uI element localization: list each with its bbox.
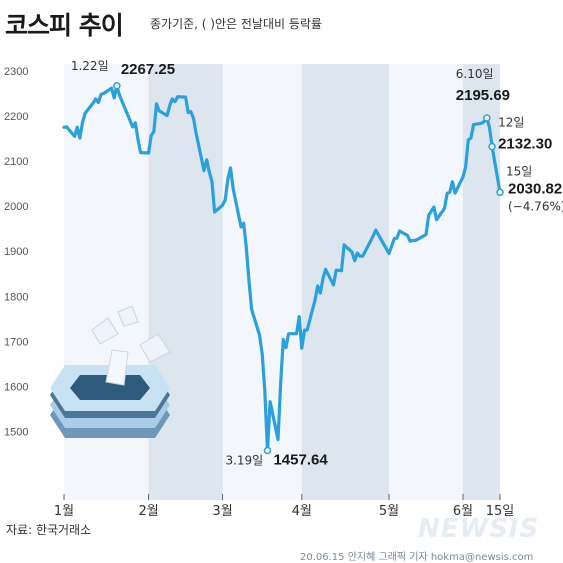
y-tick-label: 1600 [4, 381, 28, 393]
annotation-marker [496, 188, 504, 197]
chart-title: 코스피 추이 [5, 11, 124, 40]
kospi-series-line [62, 84, 502, 453]
x-tick-label: 5월 [379, 504, 399, 519]
month-band [148, 64, 223, 500]
x-tick-label: 6월 [453, 504, 473, 519]
x-axis: 1월 2월 3월 4월 5월 6월 15일 [54, 494, 514, 519]
credit-label: 20.06.15 안지혜 그래픽 기자 hokma@newsis.com [300, 552, 534, 563]
source-label: 자료: 한국거래소 [6, 523, 92, 537]
annotation-marker [483, 114, 491, 122]
y-tick-label: 1500 [4, 426, 28, 438]
annotation-change: (−4.76%) [508, 199, 563, 213]
annotation-value: 2267.25 [121, 61, 175, 78]
y-tick-label: 1900 [4, 246, 28, 258]
series-group [62, 84, 502, 453]
annotation-date: 12일 [498, 116, 524, 130]
month-bands [64, 64, 500, 500]
newsis-watermark: NEWSIS [418, 514, 540, 544]
x-tick-label: 3월 [212, 504, 232, 519]
x-tick-label: 4월 [292, 504, 312, 519]
y-tick-label: 2200 [4, 111, 28, 123]
annotation-marker [113, 82, 121, 90]
title-bar: 코스피 추이 종가기준, ( )안은 전날대비 등락률 [0, 0, 563, 46]
annotation-date: 3.19일 [225, 454, 263, 468]
annotation-marker [488, 142, 496, 151]
y-tick-label: 1800 [4, 291, 28, 303]
month-band [463, 64, 500, 500]
month-band [389, 64, 464, 500]
month-band [301, 64, 390, 500]
x-tick-label: 2월 [138, 504, 158, 519]
annotation-value: 2195.69 [456, 87, 510, 104]
annotations: 1.22일 2267.25 3.19일 1457.64 6.10일 2195.69 12일 2… [71, 59, 563, 469]
y-axis: 1500 1600 1700 1800 1900 2000 2100 2200 2300 [4, 66, 28, 438]
annotation-marker [263, 446, 272, 455]
annotation-value: 2030.82 [508, 180, 562, 197]
y-tick-label: 1700 [4, 336, 28, 348]
annotation-value: 2132.30 [498, 136, 552, 153]
x-tick-label: 15일 [486, 504, 515, 519]
x-tick-label: 1월 [54, 504, 74, 519]
money-box-illustration [50, 305, 171, 438]
annotation-date: 15일 [506, 164, 532, 178]
y-tick-label: 2000 [4, 201, 28, 213]
annotation-date: 1.22일 [71, 59, 109, 73]
y-tick-label: 2100 [4, 156, 28, 168]
y-tick-label: 2300 [4, 66, 28, 78]
chart-subtitle: 종가기준, ( )안은 전날대비 등락률 [150, 17, 322, 31]
month-band [222, 64, 302, 500]
annotation-value: 1457.64 [273, 452, 328, 469]
annotation-date: 6.10일 [456, 67, 494, 81]
